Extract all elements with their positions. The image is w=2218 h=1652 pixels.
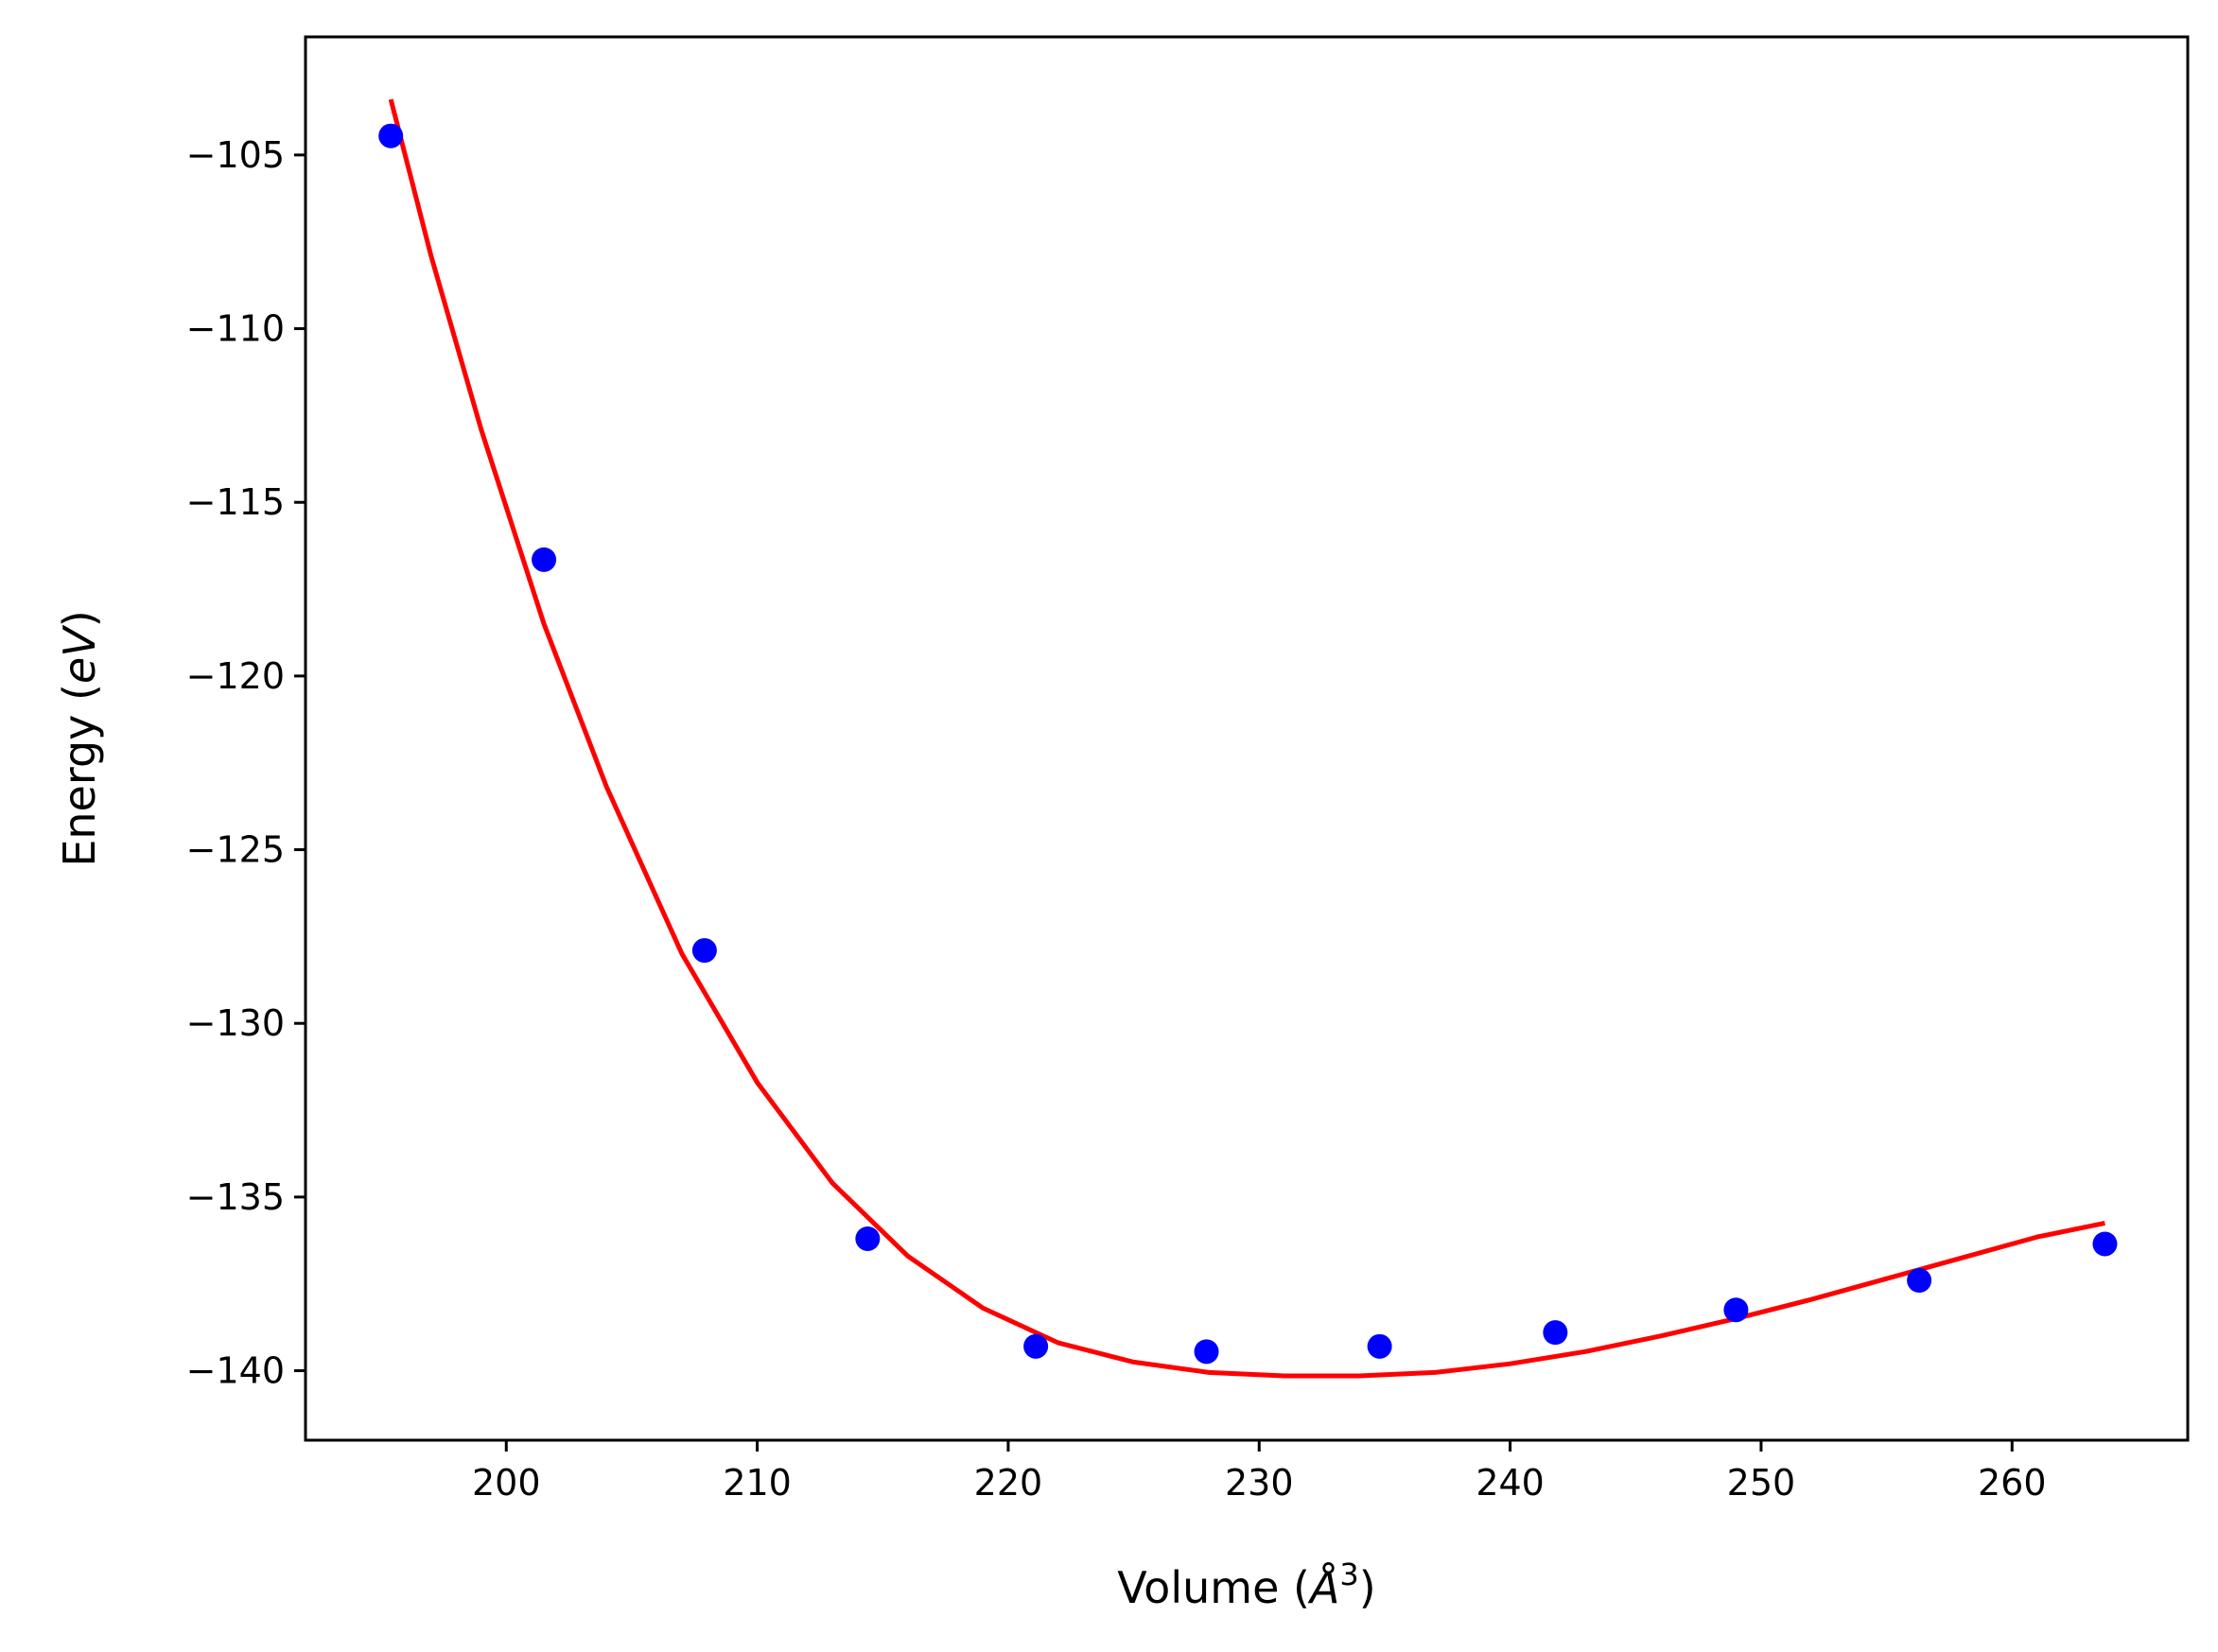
- x-axis-label-sup: 3: [1339, 1556, 1358, 1592]
- x-axis: 200 210 220 230 240 250 260: [472, 1440, 2047, 1504]
- data-point: [532, 547, 557, 572]
- x-axis-label-prefix: Volume (: [1117, 1562, 1310, 1613]
- y-axis: −105 −110 −115 −120 −125 −130 −135 −140: [186, 134, 306, 1392]
- x-tick-label: 230: [1225, 1462, 1294, 1504]
- x-tick-label: 240: [1476, 1462, 1545, 1504]
- x-axis-label-suffix: ): [1359, 1562, 1376, 1613]
- data-point: [1367, 1333, 1392, 1359]
- x-axis-label-symbol: Å: [1307, 1562, 1339, 1613]
- y-tick-label: −115: [186, 481, 285, 523]
- y-tick-label: −125: [186, 829, 285, 871]
- y-tick-label: −110: [186, 308, 285, 350]
- data-point: [1194, 1339, 1219, 1365]
- y-axis-label-symbol: eV: [54, 624, 105, 684]
- data-point: [691, 938, 717, 964]
- fit-curve: [388, 98, 2105, 1379]
- y-tick-label: −105: [186, 134, 285, 176]
- data-point: [1543, 1320, 1568, 1346]
- y-tick-label: −135: [186, 1176, 285, 1218]
- data-point: [1023, 1333, 1049, 1359]
- y-axis-label: Energy (eV): [54, 610, 105, 866]
- y-tick-label: −120: [186, 655, 285, 697]
- data-point: [1907, 1268, 1932, 1294]
- x-axis-label: Volume (Å3): [1117, 1556, 1375, 1613]
- data-point: [1723, 1297, 1749, 1323]
- plot-area: [304, 35, 2190, 1442]
- x-tick-label: 260: [1978, 1462, 2047, 1504]
- x-tick-label: 200: [472, 1462, 541, 1504]
- data-point: [378, 123, 404, 148]
- y-axis-label-prefix: Energy (: [54, 684, 105, 867]
- x-tick-label: 220: [974, 1462, 1043, 1504]
- data-point: [855, 1226, 881, 1251]
- y-tick-label: −130: [186, 1002, 285, 1044]
- x-tick-label: 210: [723, 1462, 792, 1504]
- series-layer: [378, 98, 2118, 1379]
- y-tick-label: −140: [186, 1350, 285, 1392]
- x-tick-label: 250: [1727, 1462, 1796, 1504]
- y-axis-label-suffix: ): [54, 610, 105, 627]
- data-point: [2092, 1231, 2118, 1257]
